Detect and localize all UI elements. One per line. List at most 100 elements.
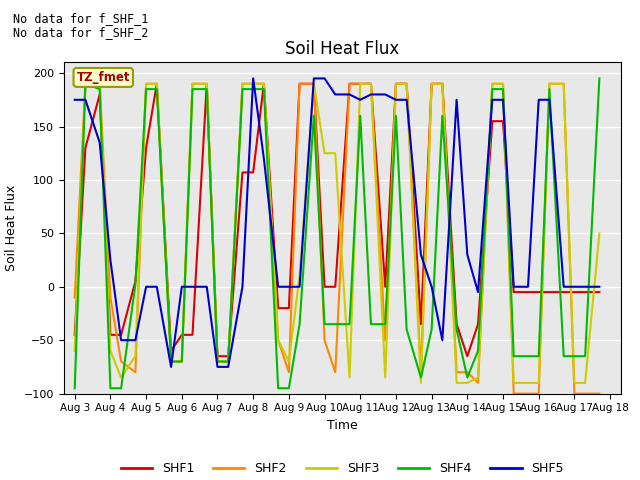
SHF3 — [381, 375, 389, 381]
SHF3 — [581, 380, 589, 386]
SHF4 — [463, 375, 471, 381]
SHF1 — [560, 289, 568, 295]
SHF4 — [596, 75, 604, 81]
SHF4 — [178, 359, 186, 364]
SHF4 — [524, 353, 532, 359]
SHF5 — [524, 284, 532, 289]
SHF5 — [381, 92, 389, 97]
SHF4 — [81, 81, 89, 87]
SHF2 — [367, 81, 375, 87]
SHF4 — [438, 113, 446, 119]
SHF4 — [260, 86, 268, 92]
SHF1 — [310, 81, 317, 87]
SHF4 — [203, 86, 211, 92]
SHF2 — [346, 81, 353, 87]
SHF2 — [260, 81, 268, 87]
SHF1 — [545, 289, 553, 295]
SHF5 — [285, 284, 292, 289]
Line: SHF1: SHF1 — [75, 84, 600, 356]
SHF4 — [499, 86, 507, 92]
SHF5 — [438, 337, 446, 343]
SHF4 — [392, 113, 400, 119]
SHF3 — [571, 380, 579, 386]
SHF4 — [296, 321, 303, 327]
SHF1 — [524, 289, 532, 295]
SHF4 — [106, 385, 114, 391]
SHF5 — [250, 75, 257, 81]
SHF1 — [392, 81, 400, 87]
SHF4 — [510, 353, 518, 359]
SHF3 — [250, 81, 257, 87]
Text: No data for f_SHF_2: No data for f_SHF_2 — [13, 26, 148, 39]
SHF5 — [346, 92, 353, 97]
SHF1 — [225, 353, 232, 359]
SHF1 — [296, 81, 303, 87]
SHF3 — [296, 273, 303, 279]
SHF2 — [310, 81, 317, 87]
SHF3 — [545, 81, 553, 87]
SHF5 — [488, 97, 496, 103]
SHF2 — [474, 380, 482, 386]
SHF2 — [535, 391, 543, 396]
SHF4 — [417, 375, 425, 381]
SHF4 — [452, 326, 460, 332]
SHF2 — [96, 81, 104, 87]
SHF2 — [581, 391, 589, 396]
Text: No data for f_SHF_1: No data for f_SHF_1 — [13, 12, 148, 25]
SHF2 — [214, 359, 221, 364]
SHF4 — [381, 321, 389, 327]
SHF2 — [545, 81, 553, 87]
SHF2 — [332, 369, 339, 375]
SHF5 — [203, 284, 211, 289]
SHF1 — [96, 92, 104, 97]
SHF3 — [452, 380, 460, 386]
SHF1 — [117, 332, 125, 338]
SHF5 — [463, 252, 471, 258]
SHF1 — [510, 289, 518, 295]
SHF3 — [310, 81, 317, 87]
SHF1 — [275, 305, 282, 311]
SHF4 — [474, 348, 482, 354]
SHF4 — [71, 385, 79, 391]
SHF2 — [417, 369, 425, 375]
SHF5 — [167, 364, 175, 370]
SHF3 — [463, 380, 471, 386]
SHF1 — [71, 332, 79, 338]
SHF2 — [499, 81, 507, 87]
SHF4 — [321, 321, 328, 327]
SHF1 — [581, 289, 589, 295]
SHF5 — [275, 284, 282, 289]
SHF5 — [296, 284, 303, 289]
SHF3 — [392, 81, 400, 87]
SHF2 — [571, 391, 579, 396]
SHF1 — [153, 81, 161, 87]
SHF3 — [225, 359, 232, 364]
SHF1 — [81, 145, 89, 151]
Text: TZ_fmet: TZ_fmet — [77, 71, 130, 84]
SHF2 — [225, 359, 232, 364]
SHF1 — [285, 305, 292, 311]
SHF1 — [381, 284, 389, 289]
SHF1 — [260, 81, 268, 87]
SHF3 — [178, 359, 186, 364]
SHF4 — [346, 321, 353, 327]
SHF1 — [417, 321, 425, 327]
SHF3 — [417, 380, 425, 386]
SHF3 — [214, 359, 221, 364]
SHF1 — [474, 321, 482, 327]
Legend: SHF1, SHF2, SHF3, SHF4, SHF5: SHF1, SHF2, SHF3, SHF4, SHF5 — [116, 457, 569, 480]
SHF2 — [381, 337, 389, 343]
SHF4 — [332, 321, 339, 327]
SHF1 — [346, 81, 353, 87]
SHF2 — [167, 359, 175, 364]
SHF4 — [167, 359, 175, 364]
SHF1 — [367, 81, 375, 87]
SHF2 — [510, 391, 518, 396]
SHF5 — [153, 284, 161, 289]
SHF2 — [132, 369, 140, 375]
SHF4 — [189, 86, 196, 92]
SHF1 — [203, 81, 211, 87]
SHF3 — [596, 230, 604, 236]
SHF5 — [367, 92, 375, 97]
SHF5 — [132, 337, 140, 343]
